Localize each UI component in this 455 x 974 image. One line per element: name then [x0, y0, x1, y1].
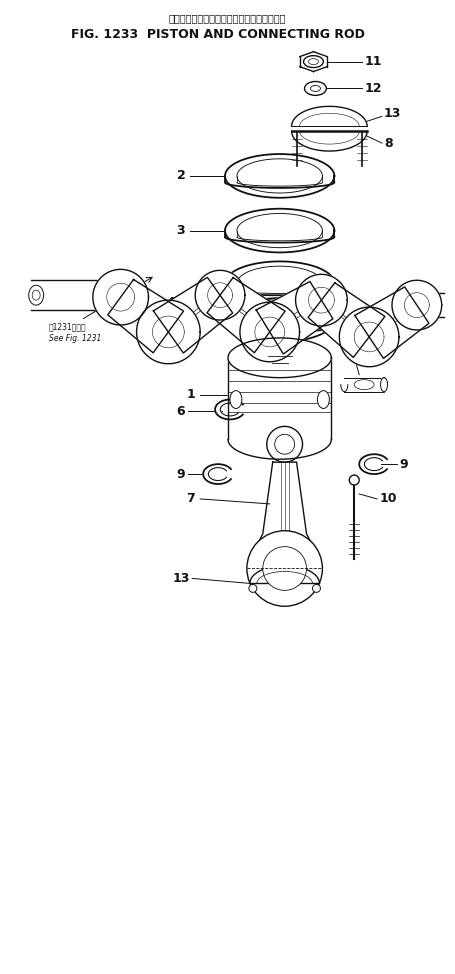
Polygon shape [417, 293, 444, 318]
Ellipse shape [354, 380, 374, 390]
Text: 2: 2 [177, 169, 185, 182]
Text: 前1231図参照: 前1231図参照 [49, 322, 87, 331]
Polygon shape [339, 307, 399, 367]
Polygon shape [207, 278, 285, 353]
Ellipse shape [303, 56, 324, 67]
Polygon shape [215, 399, 243, 420]
Polygon shape [225, 154, 334, 198]
Text: 6: 6 [399, 304, 408, 317]
Ellipse shape [230, 391, 242, 408]
Text: 13: 13 [384, 107, 401, 120]
Polygon shape [380, 378, 388, 392]
Polygon shape [203, 465, 231, 484]
Polygon shape [136, 300, 200, 363]
Polygon shape [256, 281, 333, 354]
Text: 9: 9 [177, 468, 185, 480]
Polygon shape [344, 378, 384, 392]
Polygon shape [292, 131, 367, 151]
Polygon shape [93, 270, 148, 325]
Text: 9: 9 [399, 458, 408, 470]
Polygon shape [292, 106, 367, 127]
Text: 11: 11 [364, 56, 382, 68]
Polygon shape [253, 462, 317, 593]
Polygon shape [225, 298, 334, 342]
Text: FIG. 1233  PISTON AND CONNECTING ROD: FIG. 1233 PISTON AND CONNECTING ROD [71, 28, 364, 41]
Circle shape [263, 546, 307, 590]
Ellipse shape [308, 58, 318, 64]
Polygon shape [354, 325, 382, 345]
Polygon shape [250, 566, 319, 583]
Text: ピストン・および・コネクティング・ロッド: ピストン・および・コネクティング・ロッド [169, 13, 286, 23]
Circle shape [267, 427, 303, 462]
Polygon shape [308, 282, 385, 357]
Circle shape [313, 584, 320, 592]
Polygon shape [296, 275, 347, 326]
Polygon shape [195, 271, 245, 320]
Text: 5: 5 [354, 347, 363, 359]
Text: 7: 7 [187, 493, 195, 506]
Polygon shape [153, 278, 233, 353]
Text: 1: 1 [187, 388, 195, 401]
Ellipse shape [318, 391, 329, 408]
Text: 10: 10 [379, 493, 397, 506]
Text: 4: 4 [167, 296, 175, 309]
Polygon shape [225, 261, 334, 305]
Polygon shape [359, 454, 387, 474]
Text: See Fig. 1231: See Fig. 1231 [49, 334, 101, 344]
Polygon shape [228, 338, 331, 378]
Ellipse shape [29, 285, 44, 305]
Polygon shape [31, 281, 111, 310]
Ellipse shape [310, 86, 320, 92]
Polygon shape [392, 281, 442, 330]
Text: 6: 6 [177, 405, 185, 418]
Text: 8: 8 [384, 136, 393, 150]
Polygon shape [355, 287, 429, 358]
Polygon shape [240, 302, 299, 361]
Polygon shape [225, 208, 334, 252]
Text: 13: 13 [173, 572, 190, 585]
Circle shape [349, 475, 359, 485]
Polygon shape [108, 280, 183, 353]
Polygon shape [228, 357, 331, 439]
Circle shape [275, 434, 294, 454]
Text: 12: 12 [364, 82, 382, 94]
Circle shape [249, 584, 257, 592]
Ellipse shape [32, 290, 40, 300]
Circle shape [247, 531, 323, 606]
Text: 3: 3 [177, 224, 185, 237]
Ellipse shape [304, 82, 326, 95]
